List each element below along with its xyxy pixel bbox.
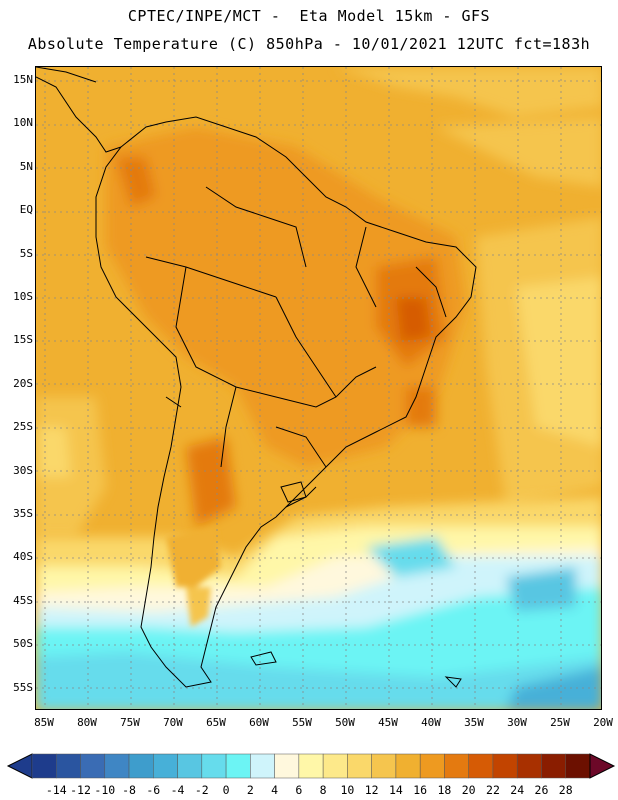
colorbar-swatch	[565, 753, 591, 779]
colorbar-min-arrow	[6, 753, 33, 779]
colorbar-label: -10	[94, 783, 116, 797]
longitude-label: 40W	[421, 716, 441, 729]
colorbar-label: -8	[122, 783, 136, 797]
longitude-label: 60W	[249, 716, 269, 729]
colorbar-label: 6	[295, 783, 303, 797]
latitude-label: 25S	[13, 420, 33, 434]
colorbar-swatches	[6, 753, 616, 779]
colorbar-label: 8	[319, 783, 327, 797]
colorbar-swatch	[274, 753, 300, 779]
colorbar-swatch	[468, 753, 494, 779]
latitude-label: 10S	[13, 290, 33, 303]
graticule	[36, 67, 601, 709]
colorbar-label: -6	[146, 783, 161, 797]
longitude-label: 35W	[464, 716, 484, 729]
longitude-label: 55W	[292, 716, 312, 729]
colorbar-swatch	[104, 753, 130, 779]
latitude-label: 30S	[13, 463, 33, 477]
colorbar-swatch	[56, 753, 81, 779]
colorbar-swatch	[444, 753, 469, 779]
longitude-label: 75W	[120, 716, 140, 729]
colorbar-label: 16	[413, 783, 428, 797]
colorbar-swatch	[395, 753, 421, 779]
colorbar-label: 0	[222, 783, 230, 797]
colorbar-label: -2	[194, 783, 209, 797]
longitude-label: 50W	[335, 716, 355, 729]
colorbar-label: 10	[340, 783, 355, 797]
longitude-label: 30W	[507, 716, 527, 729]
colorbar-label: 24	[510, 783, 525, 797]
longitude-label: 25W	[550, 716, 570, 729]
latitude-label: 45S	[13, 593, 33, 607]
colorbar-label: 20	[461, 783, 476, 797]
colorbar-label: -12	[70, 783, 91, 797]
colorbar-swatch	[225, 753, 251, 779]
colorbar-swatch	[419, 753, 445, 779]
longitude-label: 70W	[163, 716, 183, 729]
colorbar-swatch	[177, 753, 203, 779]
latitude-label: 15N	[13, 73, 33, 86]
colorbar-swatch	[201, 753, 227, 779]
colorbar-swatch	[322, 753, 348, 779]
colorbar-swatch	[347, 753, 372, 779]
colorbar	[0, 748, 618, 798]
latitude-label: 40S	[13, 550, 33, 564]
longitude-label: 80W	[77, 716, 97, 729]
colorbar-label: 12	[364, 783, 379, 797]
colorbar-label: 4	[271, 783, 279, 797]
colorbar-label: 18	[437, 783, 452, 797]
temperature-map	[35, 66, 602, 710]
colorbar-swatch	[153, 753, 178, 779]
colorbar-label: 26	[534, 783, 549, 797]
colorbar-swatch	[541, 753, 566, 779]
longitude-label: 45W	[378, 716, 398, 729]
map-title-line1: CPTEC/INPE/MCT - Eta Model 15km - GFS	[127, 7, 491, 25]
latitude-label: 5S	[19, 246, 33, 260]
colorbar-label: 28	[558, 783, 573, 797]
colorbar-label: -14	[45, 783, 67, 797]
colorbar-max-arrow	[589, 753, 616, 779]
colorbar-swatch	[298, 753, 324, 779]
latitude-label: 10N	[13, 116, 33, 130]
colorbar-label: 22	[486, 783, 500, 797]
longitude-label: 65W	[206, 716, 226, 729]
colorbar-swatch	[80, 753, 106, 779]
temperature-field	[36, 67, 601, 709]
latitude-label: 5N	[19, 159, 33, 173]
colorbar-swatch	[492, 753, 518, 779]
latitude-label: 15S	[13, 333, 33, 347]
latitude-label: EQ	[19, 203, 33, 217]
colorbar-swatch	[128, 753, 154, 779]
latitude-label: 55S	[13, 680, 33, 694]
longitude-label: 85W	[34, 716, 54, 729]
colorbar-label: 14	[388, 783, 403, 797]
longitude-label: 20W	[593, 716, 613, 729]
latitude-label: 35S	[13, 507, 33, 520]
colorbar-label: -4	[170, 783, 185, 797]
latitude-label: 20S	[13, 376, 33, 390]
map-title-line2: Absolute Temperature (C) 850hPa - 10/01/…	[27, 35, 591, 53]
colorbar-label: 2	[246, 783, 254, 797]
coastlines	[36, 67, 477, 688]
colorbar-swatch	[31, 753, 57, 779]
colorbar-swatch	[371, 753, 397, 779]
latitude-label: 50S	[13, 637, 33, 651]
colorbar-swatch	[250, 753, 275, 779]
colorbar-swatch	[516, 753, 542, 779]
